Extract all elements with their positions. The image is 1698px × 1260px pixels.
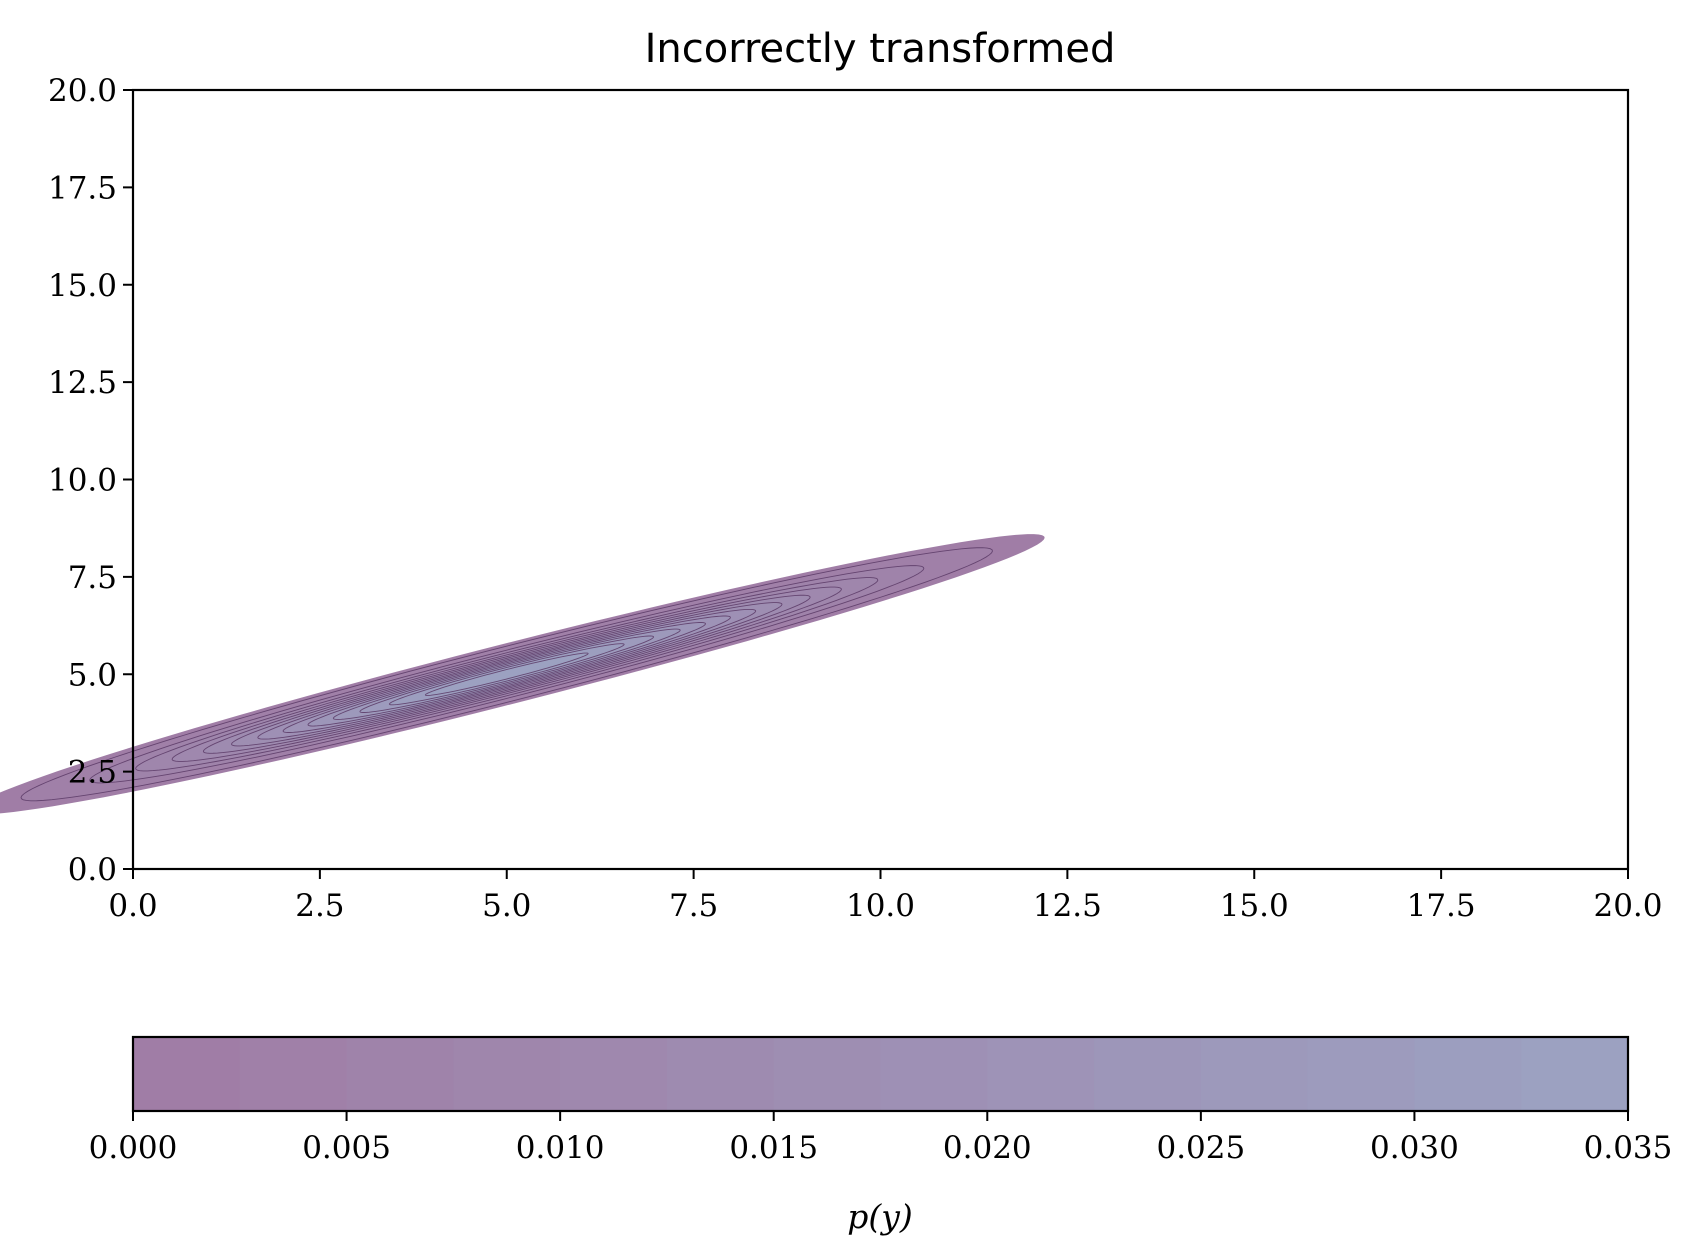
colorbar-tick-label: 0.010 (516, 1130, 605, 1166)
x-tick-label: 5.0 (482, 888, 531, 924)
colorbar-segment (1094, 1037, 1202, 1111)
colorbar-segment (560, 1037, 668, 1111)
plot-frame (131, 88, 1630, 871)
x-tick-label: 20.0 (1593, 888, 1662, 924)
y-tick-label: 5.0 (68, 657, 117, 693)
colorbar-segment (1521, 1037, 1629, 1111)
y-tick-label: 10.0 (48, 463, 117, 499)
y-axis: 0.0 2.5 5.0 7.5 10.0 12.5 15.0 17.5 20.0 (48, 73, 133, 888)
x-tick-label: 0.0 (108, 888, 157, 924)
x-tick-label: 10.0 (846, 888, 915, 924)
colorbar-tick-label: 0.030 (1370, 1130, 1459, 1166)
y-tick-label: 12.5 (48, 365, 117, 401)
colorbar-segment (880, 1037, 988, 1111)
plot-area (0, 88, 1630, 871)
colorbar-tick-label: 0.020 (943, 1130, 1032, 1166)
colorbar-segment (1200, 1037, 1309, 1111)
colorbar-tick-label: 0.035 (1584, 1130, 1673, 1166)
colorbar-segment (453, 1037, 561, 1111)
colorbar-segment (987, 1037, 1095, 1111)
colorbar-tick-label: 0.025 (1156, 1130, 1245, 1166)
chart-title: Incorrectly transformed (645, 26, 1116, 72)
y-tick-label: 0.0 (68, 852, 117, 888)
colorbar-tick-label: 0.005 (302, 1130, 391, 1166)
x-tick-label: 12.5 (1033, 888, 1102, 924)
y-tick-label: 2.5 (68, 755, 117, 791)
y-tick-label: 7.5 (68, 560, 117, 596)
x-tick-label: 2.5 (295, 888, 344, 924)
x-tick-label: 15.0 (1220, 888, 1289, 924)
colorbar-axis: 0.000 0.005 0.010 0.015 0.020 0.025 0.030 0.035 (89, 1111, 1673, 1166)
y-tick-label: 20.0 (48, 73, 117, 109)
colorbar-frame (131, 1035, 1630, 1113)
x-tick-label: 17.5 (1407, 888, 1476, 924)
colorbar (131, 1035, 1630, 1113)
x-axis: 0.0 2.5 5.0 7.5 10.0 12.5 15.0 17.5 20.0 (108, 869, 1663, 924)
y-tick-label: 17.5 (48, 170, 117, 206)
colorbar-segment (1414, 1037, 1522, 1111)
x-tick-label: 7.5 (669, 888, 718, 924)
contour-level-13 (424, 652, 589, 696)
colorbar-segment (133, 1037, 241, 1111)
colorbar-tick-label: 0.000 (89, 1130, 178, 1166)
colorbar-segment (346, 1037, 454, 1111)
colorbar-segment (239, 1037, 348, 1111)
colorbar-segment (1307, 1037, 1416, 1111)
colorbar-segment (666, 1037, 775, 1111)
y-tick-label: 15.0 (48, 268, 117, 304)
colorbar-label: p(y) (847, 1197, 913, 1236)
colorbar-tick-label: 0.015 (729, 1130, 818, 1166)
colorbar-segment (773, 1037, 882, 1111)
